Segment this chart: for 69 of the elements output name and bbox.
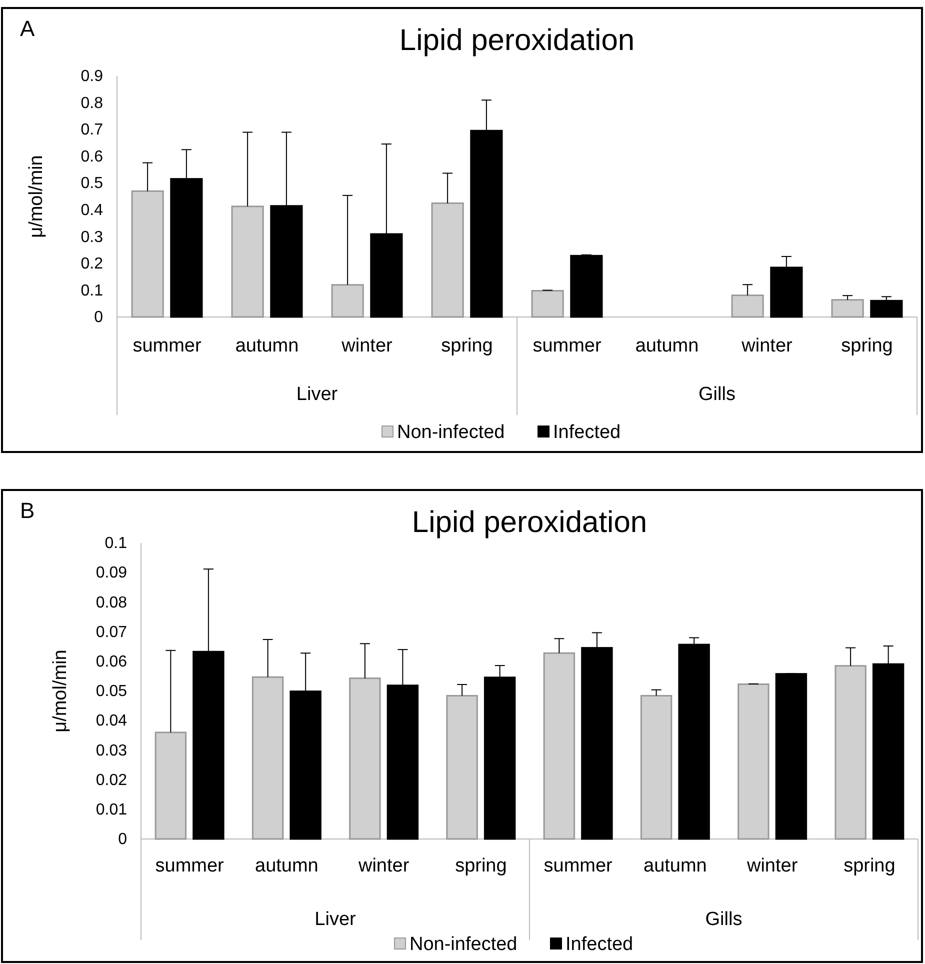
bar (640, 694, 672, 840)
bar (446, 694, 478, 840)
x-tick-label: summer (532, 335, 602, 356)
x-tick-label: winter (740, 335, 794, 356)
text: A (20, 16, 35, 41)
x-tick-label: spring (455, 855, 507, 876)
y-tick-label: 0.1 (80, 282, 104, 300)
x-tick-label: spring (841, 335, 893, 356)
y-tick-label: 0.7 (80, 122, 104, 139)
y-tick-label: 0.07 (96, 624, 128, 641)
y-tick-label: 0.01 (96, 802, 128, 819)
y-tick-label: 0.1 (104, 535, 128, 552)
bar (331, 284, 364, 318)
x-tick-label: autumn (644, 855, 707, 876)
legend-label: Infected (553, 422, 621, 443)
y-tick-label: 0 (94, 309, 104, 326)
text: Liver (296, 384, 338, 405)
chart-title: Lipid peroxidation (412, 506, 648, 539)
y-tick-label: 0.05 (96, 683, 128, 700)
text: Liver (314, 909, 357, 930)
bar (154, 732, 187, 840)
y-tick-label: 0.03 (96, 742, 128, 760)
bar (831, 299, 864, 318)
bar (834, 665, 866, 840)
legend-label: Infected (566, 934, 634, 955)
y-tick-label: 0.06 (96, 654, 128, 671)
x-tick-label: autumn (255, 855, 318, 876)
x-tick-label: spring (844, 855, 896, 876)
bar (131, 190, 164, 318)
y-tick-label: 0.09 (96, 564, 128, 582)
x-tick-label: summer (544, 855, 614, 876)
text: B (20, 498, 35, 523)
x-tick-label: autumn (235, 335, 299, 356)
bar (231, 206, 264, 318)
x-tick-label: summer (155, 855, 225, 876)
y-tick-label: 0.9 (80, 68, 104, 86)
y-tick-label: 0.8 (80, 94, 104, 112)
bar (570, 254, 603, 318)
bar (252, 676, 284, 840)
bar (543, 652, 576, 840)
legend-label: Non-infected (397, 422, 505, 443)
y-axis-title: μ/mol/min (26, 155, 47, 238)
y-tick-label: 0.5 (80, 175, 104, 192)
y-tick-label: 0.6 (80, 148, 104, 166)
bar (531, 290, 564, 318)
x-tick-label: autumn (635, 335, 699, 356)
y-tick-label: 0.02 (96, 772, 128, 789)
y-tick-label: 0.3 (80, 228, 104, 246)
legend-label: Non-infected (410, 934, 518, 955)
x-tick-label: winter (357, 855, 410, 876)
x-tick-label: winter (340, 335, 394, 356)
text: Gills (698, 384, 736, 405)
bar (775, 673, 808, 840)
bar (870, 300, 903, 318)
y-tick-label: 0.2 (80, 256, 104, 273)
bar (731, 294, 764, 318)
bar (431, 202, 464, 318)
bar (738, 683, 770, 840)
chart-title: Lipid peroxidation (399, 24, 635, 57)
x-tick-label: spring (441, 335, 493, 356)
y-tick-label: 0.04 (96, 712, 128, 730)
y-tick-label: 0.4 (80, 202, 104, 220)
y-axis-title: μ/mol/min (50, 650, 71, 732)
x-tick-label: winter (746, 855, 798, 876)
x-tick-label: summer (132, 335, 202, 356)
text: Gills (705, 909, 742, 930)
bar (349, 678, 381, 840)
y-tick-label: 0.08 (96, 594, 128, 612)
y-tick-label: 0 (118, 831, 128, 848)
